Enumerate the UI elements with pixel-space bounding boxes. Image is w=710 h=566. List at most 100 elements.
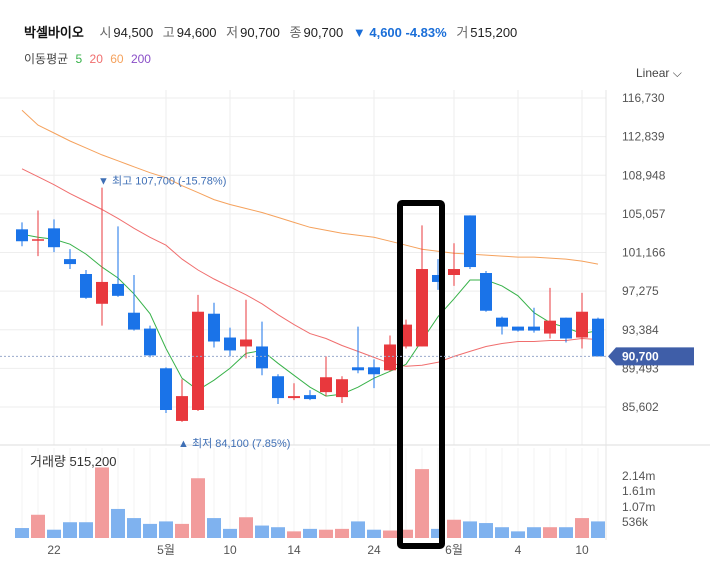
volume-bar	[127, 518, 141, 538]
candle-body	[112, 283, 124, 296]
candle-body	[464, 215, 476, 268]
time-tick-label: 10	[575, 543, 589, 557]
stock-header: 박셀바이오 시 94,500 고 94,600 저 90,700 종 90,700 ▼ …	[24, 22, 517, 41]
candle-body	[208, 313, 220, 342]
volume-bar	[351, 521, 365, 538]
volume-bar	[143, 523, 157, 538]
price-tick-label: 101,166	[622, 246, 666, 260]
candle-body	[528, 326, 540, 331]
volume-bar	[527, 527, 541, 538]
candle-body	[96, 281, 108, 304]
volume-tick-label: 536k	[622, 515, 649, 529]
time-tick-label: 14	[287, 543, 301, 557]
candle-body	[256, 346, 268, 369]
candle-body	[64, 259, 76, 265]
candle-body	[336, 379, 348, 398]
volume-bar	[255, 525, 269, 538]
current-price-tag	[608, 347, 694, 366]
candle-body	[16, 229, 28, 242]
volume-bar	[207, 518, 221, 538]
volume-tick-label: 2.14m	[622, 469, 655, 483]
moving-average-legend[interactable]: 이동평균 5 20 60 200	[24, 50, 155, 67]
price-tick-label: 108,948	[622, 168, 666, 182]
candle-body	[368, 367, 380, 375]
highlight-box	[397, 200, 445, 549]
volume-bar	[383, 530, 397, 538]
price-tick-label: 97,275	[622, 284, 659, 298]
ma5-line	[21, 233, 599, 397]
time-tick-label: 4	[515, 543, 522, 557]
high-annotation: ▼ 최고 107,700 (-15.78%)	[98, 175, 226, 188]
volume-bar	[47, 529, 61, 538]
volume-bar	[79, 522, 93, 538]
change-value: ▼ 4,600 -4.83%	[352, 25, 447, 40]
candle-body	[176, 396, 188, 421]
candle-body	[48, 228, 60, 248]
candle-body	[352, 367, 364, 371]
volume-bar	[415, 469, 429, 538]
volume-bar	[543, 527, 557, 538]
volume-bar	[559, 527, 573, 538]
candle-body	[80, 274, 92, 298]
volume-bar	[431, 528, 445, 538]
candle-body	[448, 269, 460, 275]
volume-tick-label: 1.61m	[622, 484, 655, 498]
candle-body	[592, 318, 604, 357]
volume-bar	[287, 531, 301, 538]
ma200-period: 200	[130, 52, 151, 66]
volume-bar	[95, 467, 109, 538]
volume-bar	[319, 529, 333, 538]
candle-body	[480, 273, 492, 311]
low-annotation: ▲ 최저 84,100 (7.85%)	[178, 437, 290, 450]
price-tick-label: 85,602	[622, 400, 659, 414]
volume-bar	[303, 528, 317, 538]
volume-bar	[159, 521, 173, 538]
candle-body	[128, 312, 140, 330]
volume-bar	[15, 528, 29, 538]
volume-bar	[191, 478, 205, 538]
ma5-period: 5	[75, 52, 83, 66]
price-tick-label: 112,839	[622, 130, 665, 144]
candle-body	[144, 328, 156, 356]
volume-bar	[271, 527, 285, 538]
candle-body	[240, 339, 252, 347]
price-tick-label: 93,384	[622, 323, 659, 337]
low-label: 저	[226, 25, 239, 40]
volume-bar	[463, 521, 477, 538]
open-label: 시	[99, 25, 112, 40]
moving-average-label: 이동평균	[24, 52, 69, 66]
candle-body	[576, 311, 588, 338]
time-tick-label: 5월	[157, 543, 175, 557]
candle-body	[288, 396, 300, 399]
time-tick-label: 10	[223, 543, 237, 557]
ma20-period: 20	[89, 52, 103, 66]
volume-bar	[239, 517, 253, 538]
ma20-line	[21, 168, 599, 367]
candle-body	[304, 395, 316, 400]
volume-tick-label: 1.07m	[622, 500, 655, 514]
volume-bar	[511, 531, 525, 538]
volume-value: 515,200	[470, 25, 518, 40]
volume-bar	[399, 529, 413, 538]
time-tick-label: 24	[367, 543, 381, 557]
high-label: 고	[162, 25, 175, 40]
volume-bar	[335, 528, 349, 538]
volume-bar	[575, 518, 589, 538]
candle-body	[32, 239, 44, 241]
volume-bar	[447, 519, 461, 538]
candle-body	[416, 269, 428, 347]
low-value: 90,700	[240, 25, 280, 40]
scale-dropdown[interactable]: Linear ⌵	[636, 66, 682, 80]
close-label: 종	[289, 25, 302, 40]
volume-bar	[63, 522, 77, 538]
stock-name: 박셀바이오	[24, 25, 84, 40]
candle-body	[272, 376, 284, 399]
ma60-line	[21, 109, 599, 265]
candle-body	[432, 274, 444, 282]
volume-bar	[367, 529, 381, 538]
open-value: 94,500	[113, 25, 154, 40]
close-value: 90,700	[303, 25, 344, 40]
volume-bar	[495, 527, 509, 538]
candle-body	[384, 344, 396, 371]
candle-body	[496, 317, 508, 327]
